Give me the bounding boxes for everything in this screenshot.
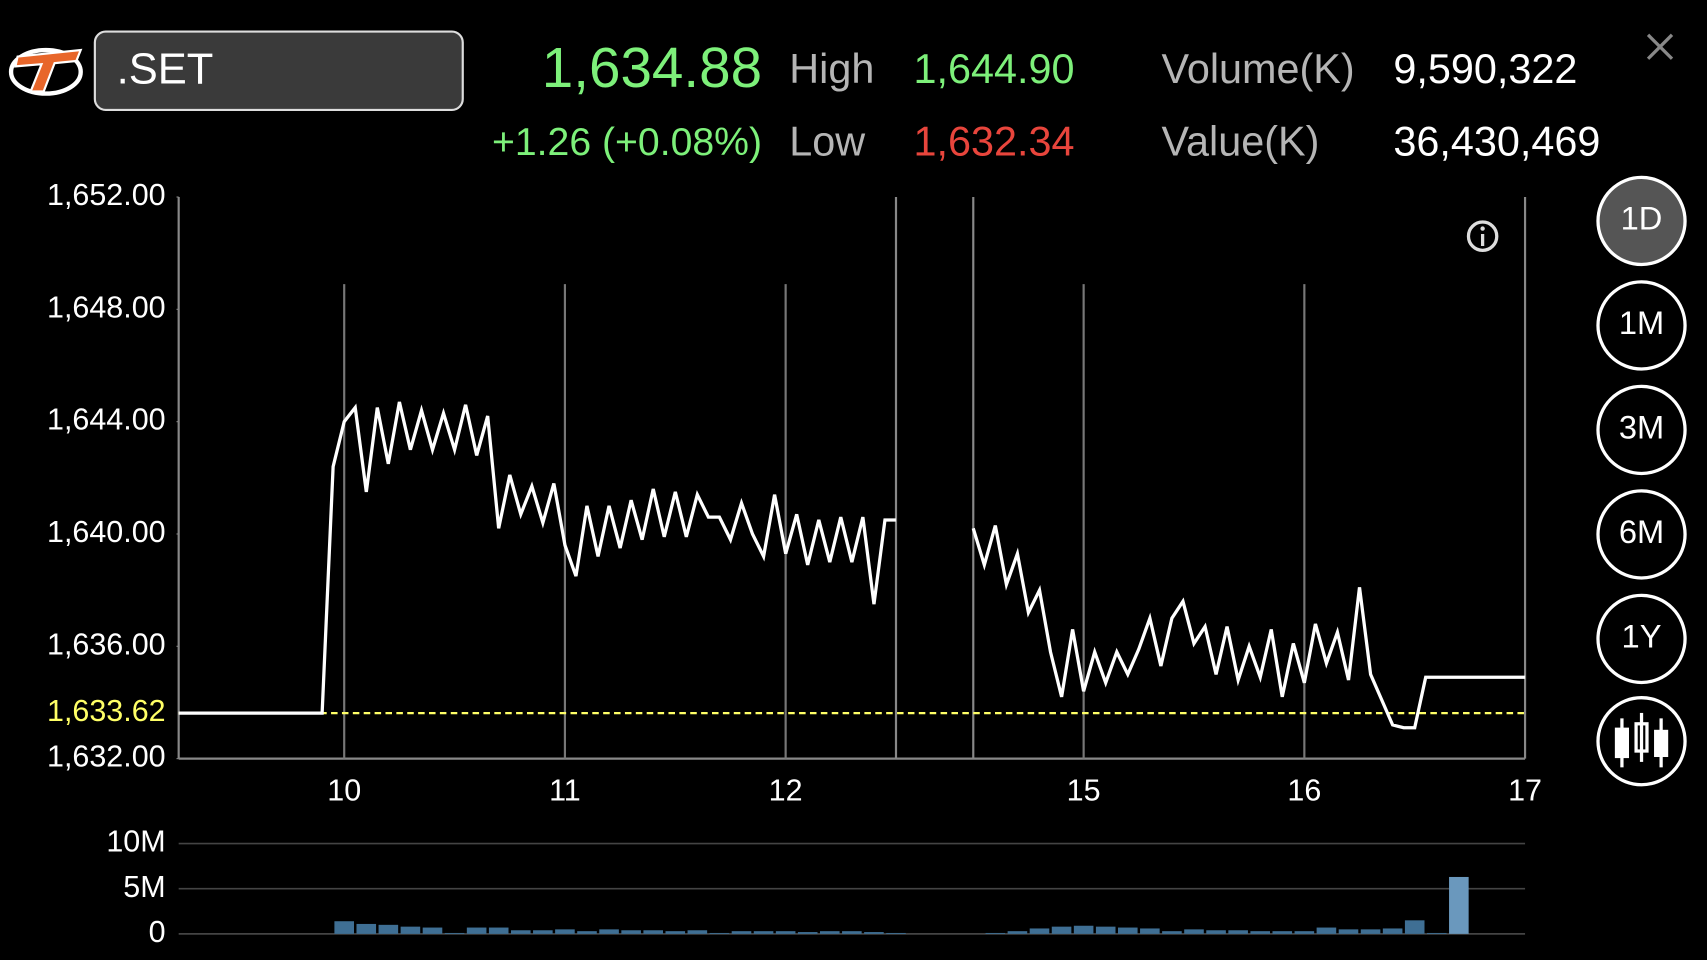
price-line [178,401,1526,730]
volume-tick-label: 10M [106,825,165,859]
volume-bar [1117,927,1138,934]
volume-bar [555,929,575,934]
period-button[interactable] [1596,489,1687,580]
volume-bar [1426,932,1447,934]
volume-value: 9,590,322 [1393,46,1577,92]
volume-bar [1073,925,1094,934]
volume-bar [488,927,509,934]
volume-bar [1029,928,1050,934]
period-button-label[interactable]: 1Y [1622,618,1662,655]
symbol: .SET [117,45,214,93]
volume-bar [665,931,686,934]
y-tick-label: 1,632.00 [47,740,166,774]
volume-bar [378,924,399,934]
volume-bar [533,930,553,934]
volume-bar [1316,927,1337,934]
y-tick-label: 1,648.00 [47,290,166,324]
period-button-label[interactable]: 1M [1619,304,1664,341]
volume-bar [985,932,1006,934]
high-label: High [789,46,874,92]
volume-bar [1449,876,1469,934]
volume-bar [753,931,774,934]
volume-tick-label: 0 [149,915,166,949]
x-tick-label: 10 [327,773,361,807]
volume-bar [1206,930,1226,934]
volume-bar [1162,931,1182,934]
volume-bar [643,930,664,934]
volume-bar [1095,926,1116,934]
volume-bar [731,931,752,934]
volume-bar [1272,931,1293,934]
x-tick-label: 17 [1508,773,1542,807]
volume-bar [886,932,906,934]
y-tick-label: 1,644.00 [47,403,166,437]
low-label: Low [789,119,865,165]
volume-bar [1250,931,1271,934]
volume-bar [400,926,421,934]
period-button[interactable] [1596,280,1687,371]
volume-bar [599,929,619,934]
period-button-label[interactable]: 3M [1619,409,1664,446]
volume-bar [1382,928,1403,934]
volume-bar [1184,929,1204,934]
info-icon[interactable] [1466,220,1499,252]
period-button-label[interactable]: 1D [1621,200,1663,237]
y-tick-label: 1,652.00 [47,178,166,212]
symbol-box[interactable] [93,30,464,112]
y-tick-label: 1,640.00 [47,515,166,549]
volume-bar [422,927,443,934]
candlestick-toggle[interactable] [1596,696,1687,787]
volume-bar [775,931,796,934]
volume-label: Volume(K) [1162,46,1355,92]
high-value: 1,644.90 [913,46,1074,92]
period-buttons: 1D 1M 3M 6M 1Y [1596,175,1687,685]
volume-bar [797,932,818,934]
volume-bar [621,930,641,934]
volume-bar [1051,926,1072,934]
x-tick-label: 15 [1067,773,1101,807]
volume-bar [334,921,355,934]
y-tick-label: 1,636.00 [47,627,166,661]
x-tick-label: 12 [769,773,803,807]
reference-label: 1,633.62 [47,694,166,728]
volume-bar [1404,920,1425,934]
volume-bar [709,932,730,934]
volume-bar [819,931,840,934]
volume-bar [864,932,884,934]
volume-bar [466,927,487,934]
value-label: Value(K) [1162,119,1320,165]
period-button[interactable] [1596,175,1687,267]
volume-bar [1228,930,1248,934]
volume-bar [1294,931,1315,934]
period-button[interactable] [1596,593,1687,685]
x-tick-label: 16 [1287,773,1321,807]
close-button[interactable] [1646,33,1674,60]
volume-bar [444,932,465,934]
plot: 10 11 12 15 16 17 1,632.00 1,636.00 1,640.00 1,64… [47,178,1542,949]
volume-bar [1140,928,1160,934]
volume-bar [356,923,377,934]
volume-bar [577,931,597,934]
app-logo [8,47,83,96]
price-change: +1.26 (+0.08%) [492,121,762,164]
low-value: 1,632.34 [913,119,1074,165]
volume-tick-label: 5M [123,870,165,904]
volume-bar [1007,931,1028,934]
volume-bar [687,930,708,934]
last-price: 1,634.88 [542,36,762,99]
volume-bar [510,930,531,934]
period-button-label[interactable]: 6M [1619,513,1664,550]
period-button[interactable] [1596,384,1687,476]
volume-bar [842,931,862,934]
value-value: 36,430,469 [1393,119,1600,165]
x-tick-label: 11 [549,773,581,807]
volume-bar [1338,929,1359,934]
volume-bar [1360,929,1381,934]
